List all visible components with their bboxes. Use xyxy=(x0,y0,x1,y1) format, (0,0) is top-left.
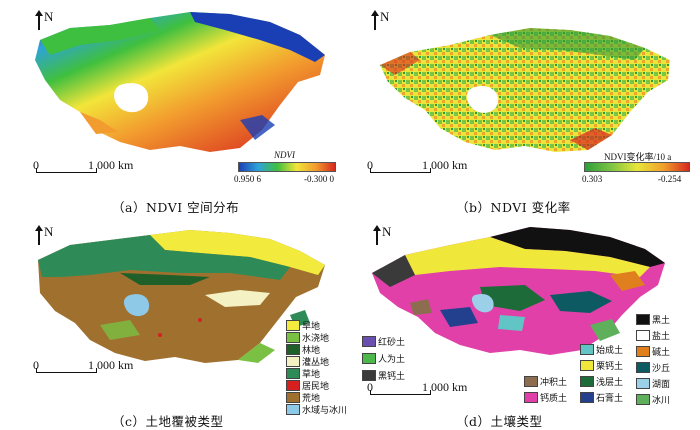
legend-item: 草地 xyxy=(286,367,320,380)
legend-item: 栗钙土 xyxy=(580,359,623,372)
legend-item: 浅层土 xyxy=(580,375,623,388)
caption-b: （b）NDVI 变化率 xyxy=(456,200,571,215)
legend-swatch xyxy=(286,320,300,331)
land-cover-map xyxy=(38,230,325,363)
legend-swatch xyxy=(286,392,300,403)
legend-item: 荒地 xyxy=(286,391,320,404)
legend-item: 石膏土 xyxy=(580,391,623,404)
legend-item: 黑钙土 xyxy=(362,369,405,382)
legend-swatch xyxy=(524,376,538,387)
colorbar-gradient xyxy=(584,162,690,172)
legend-item: 盐土 xyxy=(636,329,670,342)
colorbar-left-label: 0.950 6 xyxy=(234,174,261,184)
legend-item: 水域与冰川 xyxy=(286,403,347,416)
legend-item: 黑土 xyxy=(636,313,670,326)
colorbar-right-label: -0.254 xyxy=(658,174,682,184)
legend-swatch xyxy=(636,378,650,389)
legend-swatch xyxy=(524,392,538,403)
caption-c: （c）土地覆被类型 xyxy=(112,414,224,429)
legend-swatch xyxy=(636,330,650,341)
ndvi-change-map xyxy=(380,28,670,152)
legend-item: 红砂土 xyxy=(362,335,405,348)
legend-swatch xyxy=(580,344,594,355)
panel-a: N 0 1 000 km NDVI 0.950 6 -0.300 0 （a）ND… xyxy=(0,0,350,215)
legend-swatch xyxy=(286,380,300,391)
legend-swatch xyxy=(636,394,650,405)
colorbar-title: NDVI变化率/10 a xyxy=(604,152,672,162)
legend-item: 冲积土 xyxy=(524,375,567,388)
legend-item: 灌丛地 xyxy=(286,355,329,368)
legend-swatch xyxy=(362,370,376,381)
legend-item: 湖面 xyxy=(636,377,670,390)
legend-item: 钙质土 xyxy=(524,391,567,404)
legend-item: 水浇地 xyxy=(286,331,329,344)
legend-swatch xyxy=(286,344,300,355)
caption-a: （a）NDVI 空间分布 xyxy=(112,200,240,215)
legend-item: 碱土 xyxy=(636,345,670,358)
legend-swatch xyxy=(580,376,594,387)
legend-item: 居民地 xyxy=(286,379,329,392)
colorbar-gradient xyxy=(238,162,336,172)
colorbar-left-label: 0.303 xyxy=(582,174,603,184)
colorbar-right-label: -0.300 0 xyxy=(304,174,334,184)
legend-item: 林地 xyxy=(286,343,320,356)
legend-swatch xyxy=(636,314,650,325)
legend-swatch xyxy=(362,353,376,364)
legend-item: 始成土 xyxy=(580,343,623,356)
legend-swatch xyxy=(286,332,300,343)
legend-swatch xyxy=(580,392,594,403)
legend-item: 沙丘 xyxy=(636,361,670,374)
colorbar-title: NDVI xyxy=(274,150,295,160)
legend-item: 旱地 xyxy=(286,319,320,332)
ndvi-map xyxy=(35,12,325,152)
legend-item: 人为土 xyxy=(362,352,405,365)
soil-map xyxy=(372,227,665,355)
panel-d: N 0 1 000 km 红砂土 人为土 黑钙土 冲积土 钙质土 始成土 栗钙土… xyxy=(350,215,700,430)
legend-swatch xyxy=(286,356,300,367)
legend-swatch xyxy=(286,404,300,415)
panel-b: N 0 1 000 km NDVI变化率/10 a 0.303 -0.254 （… xyxy=(350,0,700,215)
caption-d: （d）土壤类型 xyxy=(456,414,543,429)
legend-item: 冰川 xyxy=(636,393,670,406)
legend-swatch xyxy=(286,368,300,379)
legend-swatch xyxy=(636,346,650,357)
legend-swatch xyxy=(362,336,376,347)
legend-swatch xyxy=(636,362,650,373)
panel-c: N 0 1 000 km 旱地 水浇地 林地 灌丛地 草地 居民地 荒地 水域与… xyxy=(0,215,350,430)
legend-swatch xyxy=(580,360,594,371)
